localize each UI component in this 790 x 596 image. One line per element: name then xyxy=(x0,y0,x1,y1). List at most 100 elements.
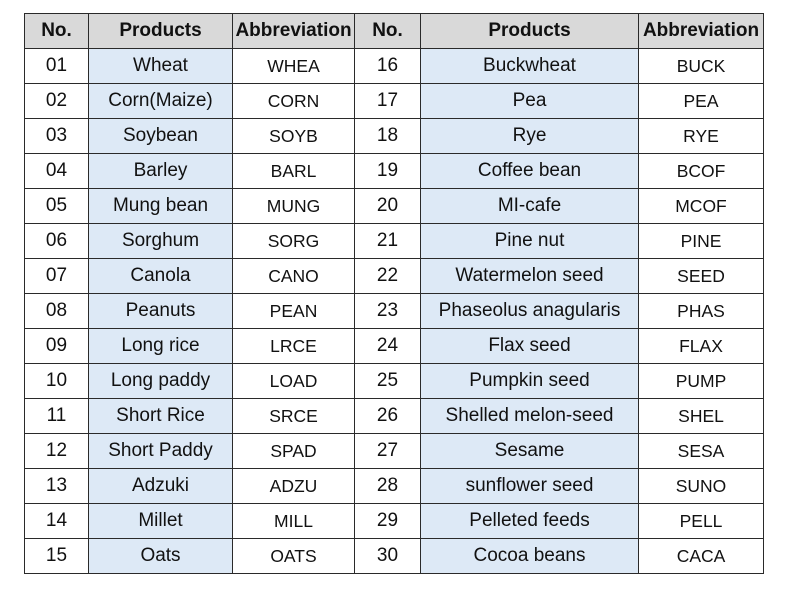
product-name: Mung bean xyxy=(88,188,233,224)
abbreviation: SESA xyxy=(638,433,764,469)
product-name: Phaseolus anagularis xyxy=(420,293,639,329)
abbreviation: MCOF xyxy=(638,188,764,224)
row-number: 02 xyxy=(24,83,89,119)
product-name: Barley xyxy=(88,153,233,189)
header-no: No. xyxy=(354,13,421,49)
product-name: Coffee bean xyxy=(420,153,639,189)
product-name: Sesame xyxy=(420,433,639,469)
abbreviation: SUNO xyxy=(638,468,764,504)
abbreviation: SHEL xyxy=(638,398,764,434)
product-name: Oats xyxy=(88,538,233,574)
row-number: 09 xyxy=(24,328,89,364)
row-number: 25 xyxy=(354,363,421,399)
product-name: Buckwheat xyxy=(420,48,639,84)
abbreviation: MUNG xyxy=(232,188,355,224)
product-name: Wheat xyxy=(88,48,233,84)
row-number: 13 xyxy=(24,468,89,504)
product-name: Short Paddy xyxy=(88,433,233,469)
abbreviation: SRCE xyxy=(232,398,355,434)
row-number: 04 xyxy=(24,153,89,189)
row-number: 06 xyxy=(24,223,89,259)
table-row: 03 Soybean SOYB 18 Rye RYE xyxy=(24,118,764,154)
abbreviation: PHAS xyxy=(638,293,764,329)
abbreviation: FLAX xyxy=(638,328,764,364)
header-products: Products xyxy=(420,13,639,49)
product-name: Short Rice xyxy=(88,398,233,434)
row-number: 24 xyxy=(354,328,421,364)
row-number: 28 xyxy=(354,468,421,504)
product-name: Cocoa beans xyxy=(420,538,639,574)
table-row: 05 Mung bean MUNG 20 MI-cafe MCOF xyxy=(24,188,764,224)
table-row: 04 Barley BARL 19 Coffee bean BCOF xyxy=(24,153,764,189)
table-row: 12 Short Paddy SPAD 27 Sesame SESA xyxy=(24,433,764,469)
abbreviation: CORN xyxy=(232,83,355,119)
abbreviation: BUCK xyxy=(638,48,764,84)
row-number: 16 xyxy=(354,48,421,84)
abbreviation: WHEA xyxy=(232,48,355,84)
product-abbreviation-table: No. Products Abbreviation No. Products A… xyxy=(24,13,764,574)
abbreviation: ADZU xyxy=(232,468,355,504)
row-number: 19 xyxy=(354,153,421,189)
abbreviation: SEED xyxy=(638,258,764,294)
product-name: Sorghum xyxy=(88,223,233,259)
product-name: Rye xyxy=(420,118,639,154)
table-row: 11 Short Rice SRCE 26 Shelled melon-seed SHEL xyxy=(24,398,764,434)
product-name: Shelled melon-seed xyxy=(420,398,639,434)
product-name: Watermelon seed xyxy=(420,258,639,294)
table-row: 01 Wheat WHEA 16 Buckwheat BUCK xyxy=(24,48,764,84)
product-name: Long rice xyxy=(88,328,233,364)
abbreviation: BARL xyxy=(232,153,355,189)
table-row: 06 Sorghum SORG 21 Pine nut PINE xyxy=(24,223,764,259)
abbreviation: SORG xyxy=(232,223,355,259)
product-name: Pine nut xyxy=(420,223,639,259)
table-row: 07 Canola CANO 22 Watermelon seed SEED xyxy=(24,258,764,294)
row-number: 07 xyxy=(24,258,89,294)
row-number: 12 xyxy=(24,433,89,469)
product-name: MI-cafe xyxy=(420,188,639,224)
header-abbreviation: Abbreviation xyxy=(638,13,764,49)
table-row: 08 Peanuts PEAN 23 Phaseolus anagularis PHAS xyxy=(24,293,764,329)
row-number: 22 xyxy=(354,258,421,294)
header-products: Products xyxy=(88,13,233,49)
product-name: Millet xyxy=(88,503,233,539)
table-row: 02 Corn(Maize) CORN 17 Pea PEA xyxy=(24,83,764,119)
abbreviation: PELL xyxy=(638,503,764,539)
row-number: 01 xyxy=(24,48,89,84)
header-no: No. xyxy=(24,13,89,49)
product-name: Peanuts xyxy=(88,293,233,329)
table-row: 14 Millet MILL 29 Pelleted feeds PELL xyxy=(24,503,764,539)
product-name: Soybean xyxy=(88,118,233,154)
abbreviation: SOYB xyxy=(232,118,355,154)
product-name: Pea xyxy=(420,83,639,119)
product-name: Pelleted feeds xyxy=(420,503,639,539)
abbreviation: PUMP xyxy=(638,363,764,399)
product-name: Canola xyxy=(88,258,233,294)
product-name: Long paddy xyxy=(88,363,233,399)
row-number: 27 xyxy=(354,433,421,469)
product-name: Adzuki xyxy=(88,468,233,504)
row-number: 18 xyxy=(354,118,421,154)
abbreviation: PEA xyxy=(638,83,764,119)
abbreviation: CANO xyxy=(232,258,355,294)
row-number: 26 xyxy=(354,398,421,434)
row-number: 21 xyxy=(354,223,421,259)
product-name: Corn(Maize) xyxy=(88,83,233,119)
row-number: 29 xyxy=(354,503,421,539)
row-number: 05 xyxy=(24,188,89,224)
row-number: 03 xyxy=(24,118,89,154)
table-row: 09 Long rice LRCE 24 Flax seed FLAX xyxy=(24,328,764,364)
abbreviation: PEAN xyxy=(232,293,355,329)
abbreviation: CACA xyxy=(638,538,764,574)
abbreviation: SPAD xyxy=(232,433,355,469)
row-number: 23 xyxy=(354,293,421,329)
row-number: 20 xyxy=(354,188,421,224)
abbreviation: RYE xyxy=(638,118,764,154)
abbreviation: OATS xyxy=(232,538,355,574)
row-number: 10 xyxy=(24,363,89,399)
row-number: 08 xyxy=(24,293,89,329)
product-name: Flax seed xyxy=(420,328,639,364)
table-row: 10 Long paddy LOAD 25 Pumpkin seed PUMP xyxy=(24,363,764,399)
row-number: 14 xyxy=(24,503,89,539)
abbreviation: LRCE xyxy=(232,328,355,364)
product-name: Pumpkin seed xyxy=(420,363,639,399)
